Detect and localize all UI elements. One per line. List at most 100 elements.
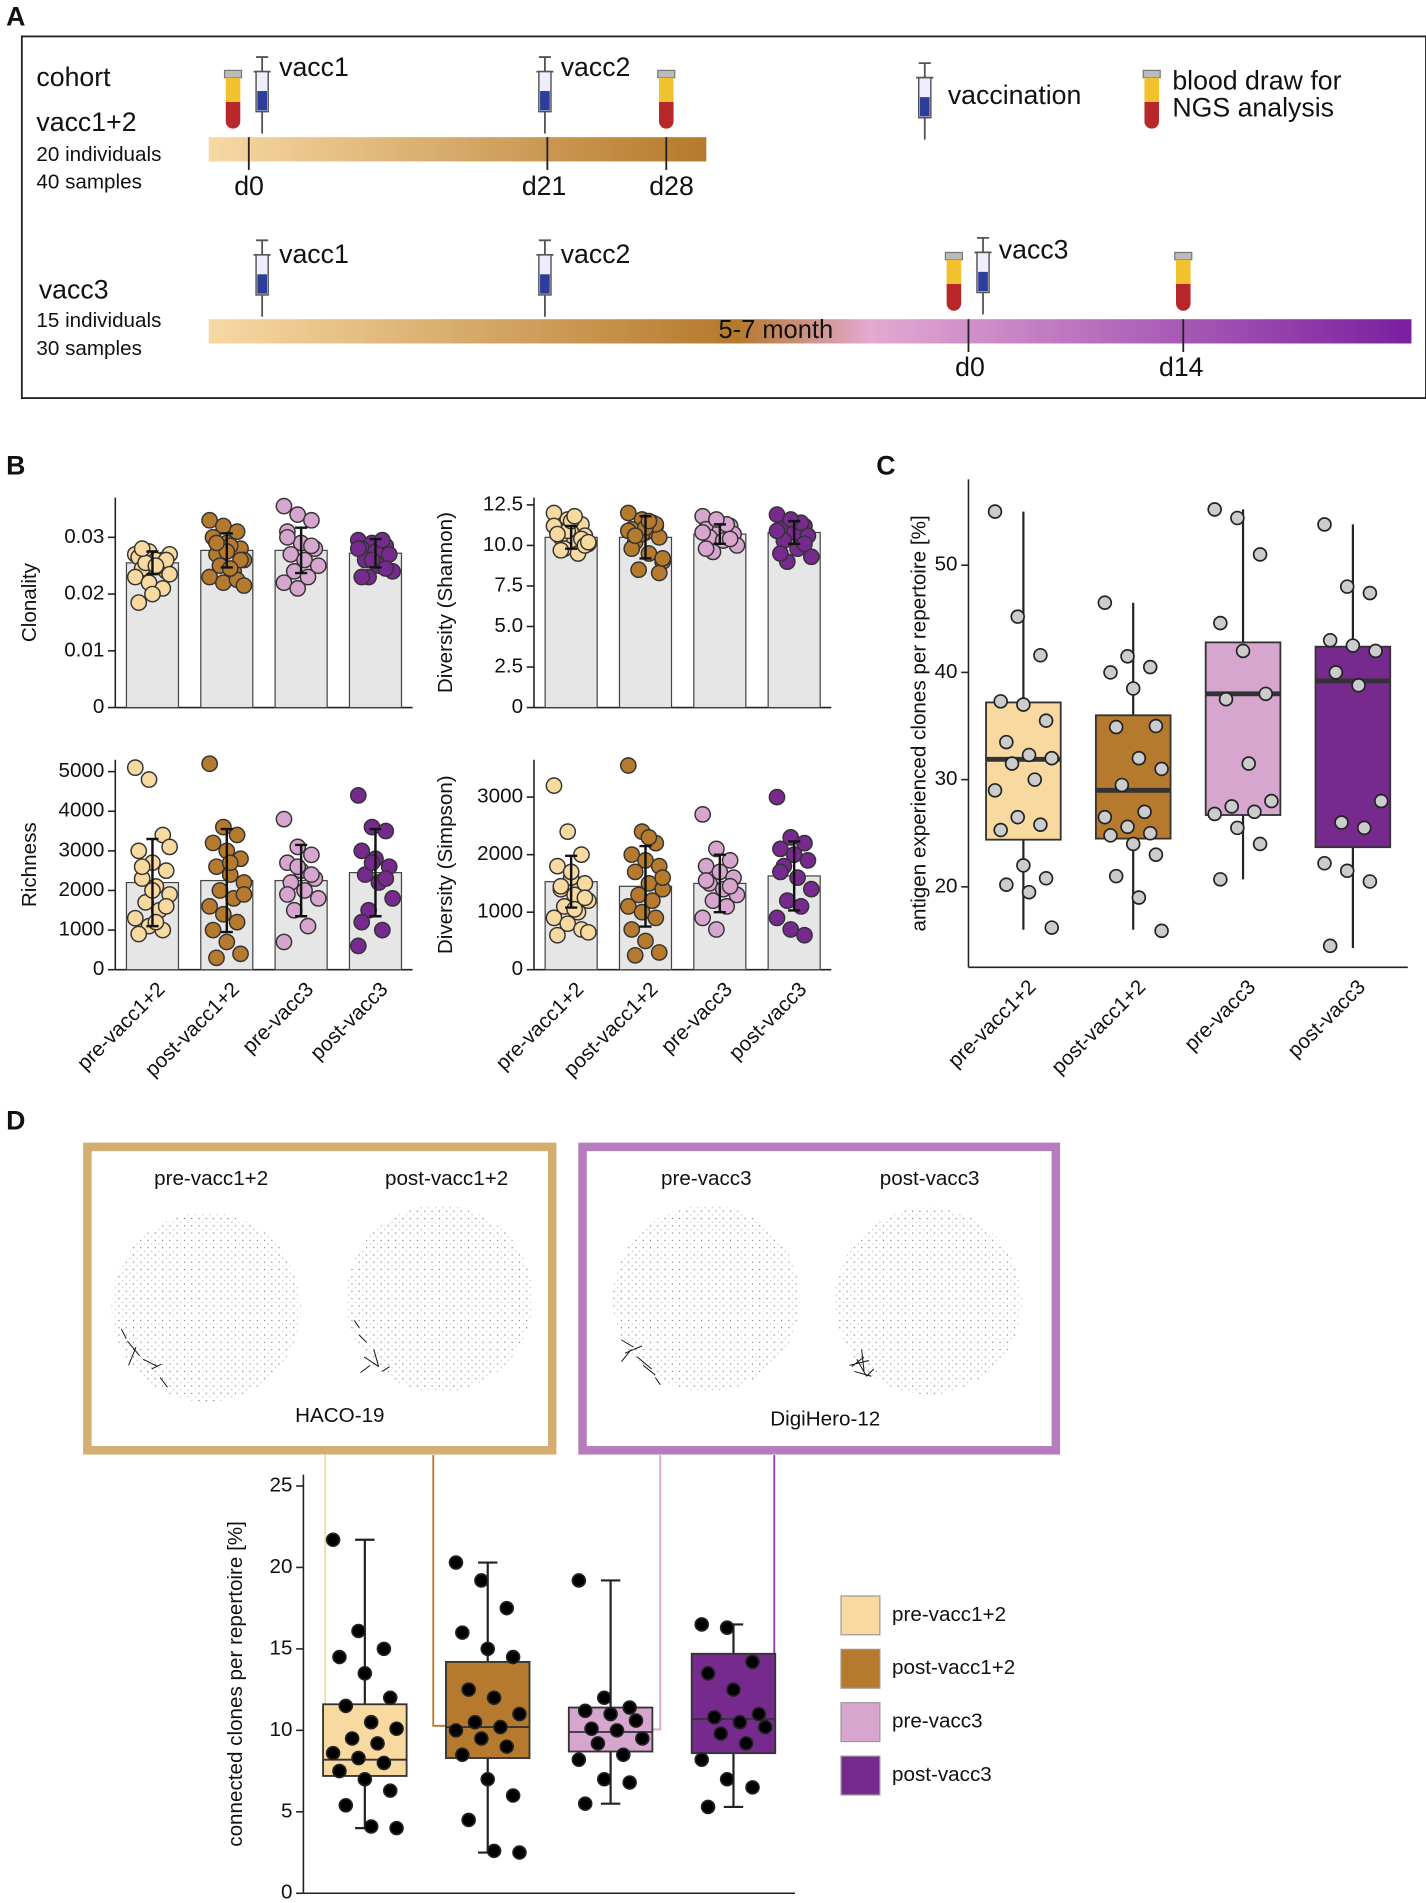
data-point <box>694 909 712 927</box>
data-point <box>1103 665 1118 680</box>
error-bar <box>788 840 801 912</box>
data-point <box>626 527 644 545</box>
tube-icon <box>946 284 962 311</box>
error-bar <box>713 523 726 546</box>
tube-icon <box>1142 69 1161 79</box>
data-point <box>486 1690 502 1706</box>
data-point <box>721 530 739 548</box>
data-point <box>694 1617 710 1632</box>
data-point <box>630 561 647 579</box>
error-bar <box>220 827 233 934</box>
data-point <box>332 1763 347 1779</box>
data-point <box>603 1706 618 1722</box>
timeline-label: NGS analysis <box>1172 92 1334 122</box>
y-tick-label: 7.5 <box>494 573 523 596</box>
y-tick-label: 20 <box>935 874 958 897</box>
timeline-ticks <box>247 137 1185 352</box>
timeline-label: cohort <box>36 62 111 92</box>
data-point <box>1154 923 1169 939</box>
tube-icon <box>946 259 962 285</box>
data-point <box>732 1714 748 1730</box>
data-point <box>349 540 367 558</box>
data-point <box>275 810 293 828</box>
data-point <box>623 846 641 864</box>
y-axis-title: antigen experienced clones per repertoir… <box>907 515 930 931</box>
data-point <box>1339 863 1355 879</box>
legend-swatch <box>840 1755 881 1796</box>
tube-icon <box>1174 251 1193 261</box>
timeline-label: 15 individuals <box>36 309 161 332</box>
timeline-bar <box>208 319 1412 344</box>
data-point <box>157 862 175 880</box>
tube-icon <box>1175 259 1191 285</box>
data-point <box>590 1736 606 1751</box>
data-point <box>309 557 327 575</box>
syringe-icon <box>536 239 554 317</box>
tube-icon <box>658 77 674 102</box>
y-tick-label: 0 <box>281 1881 292 1903</box>
data-point <box>232 945 249 963</box>
data-point <box>357 1666 373 1681</box>
data-point <box>275 497 293 515</box>
data-point <box>1038 870 1054 886</box>
data-point <box>1125 836 1141 852</box>
data-point <box>338 1698 354 1714</box>
data-point <box>708 840 725 858</box>
y-tick-label: 0 <box>512 695 523 718</box>
data-point <box>126 568 144 586</box>
box <box>690 1652 777 1755</box>
data-point <box>708 921 725 938</box>
data-point <box>325 1745 341 1761</box>
data-point <box>201 568 218 586</box>
data-point <box>1114 777 1130 793</box>
data-point <box>214 574 232 592</box>
y-tick-label: 30 <box>935 767 958 790</box>
data-point <box>349 937 367 955</box>
data-point <box>704 892 722 910</box>
network-label: pre-vacc3 <box>661 1167 752 1190</box>
legend-label: post-vacc1+2 <box>892 1656 1015 1679</box>
data-point <box>235 886 253 903</box>
data-point <box>987 783 1003 798</box>
data-point <box>719 1620 735 1635</box>
data-point <box>351 1750 366 1766</box>
data-point <box>357 1771 373 1787</box>
data-point <box>654 869 672 887</box>
x-tick-label: pre-vacc3 <box>657 978 737 1058</box>
data-point <box>566 507 583 525</box>
data-point <box>999 734 1014 750</box>
data-point <box>707 1710 722 1725</box>
data-point <box>512 1706 527 1722</box>
data-point <box>1004 756 1020 771</box>
data-point <box>654 550 672 567</box>
syringe-icon <box>253 239 271 317</box>
data-point <box>377 870 395 887</box>
data-point <box>363 854 381 872</box>
data-point <box>275 933 293 951</box>
data-point <box>721 877 739 895</box>
tube-icon <box>657 69 676 79</box>
data-point <box>1033 817 1048 832</box>
timeline-bar <box>208 137 707 162</box>
timeline-label: vacc1 <box>279 52 349 82</box>
data-point <box>214 905 232 923</box>
data-point <box>461 1812 476 1828</box>
data-point <box>1362 585 1378 601</box>
data-point <box>626 863 644 881</box>
data-point <box>782 921 800 938</box>
data-point <box>768 909 786 927</box>
data-point <box>633 903 651 921</box>
data-point <box>650 564 668 582</box>
data-point <box>799 852 817 869</box>
network-frame <box>578 1142 1061 1455</box>
data-point <box>279 528 296 546</box>
syringe-icon <box>974 236 992 315</box>
error-bar <box>369 827 382 918</box>
data-point <box>133 858 151 876</box>
data-point <box>700 1799 716 1815</box>
data-point <box>1247 804 1262 820</box>
legend-label: pre-vacc1+2 <box>892 1603 1006 1626</box>
error-bar <box>146 550 159 576</box>
x-tick-label: pre-vacc1+2 <box>944 975 1041 1072</box>
error-bar <box>565 524 578 550</box>
